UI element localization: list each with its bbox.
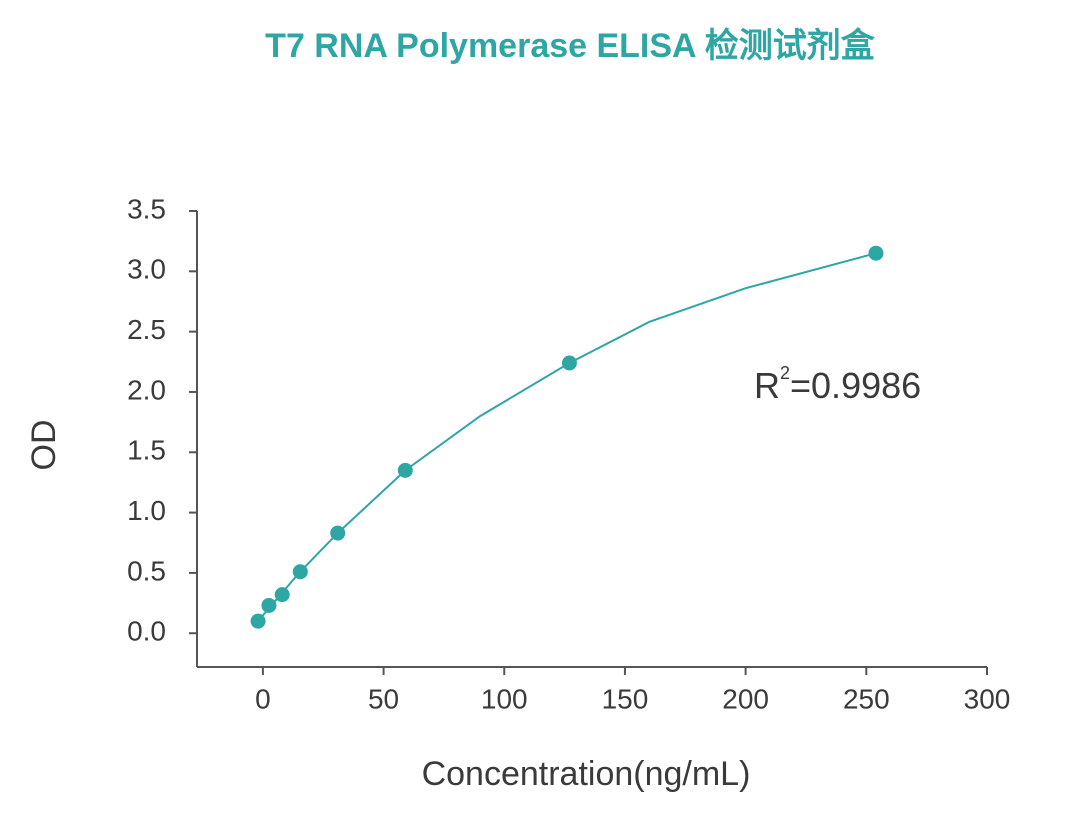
y-tick-label: 0.0	[127, 616, 166, 647]
x-tick-label: 300	[964, 683, 1011, 714]
data-point	[292, 564, 308, 580]
y-tick-label: 1.5	[127, 435, 166, 466]
x-tick-label: 150	[602, 683, 649, 714]
r-squared-base: R	[754, 365, 780, 406]
data-point	[261, 597, 277, 613]
r-squared-sup: 2	[780, 363, 790, 383]
data-point	[868, 245, 884, 261]
chart-title: T7 RNA Polymerase ELISA 检测试剂盒	[265, 26, 876, 65]
y-tick-label: 0.5	[127, 555, 166, 586]
x-tick-label: 200	[722, 683, 769, 714]
y-tick-label: 2.0	[127, 374, 166, 405]
data-point	[274, 587, 290, 603]
r-squared-rest: =0.9986	[790, 365, 921, 406]
fit-curve	[257, 252, 877, 622]
data-point	[330, 525, 346, 541]
x-tick-label: 250	[843, 683, 890, 714]
x-tick-label: 100	[481, 683, 528, 714]
y-tick-label: 3.5	[127, 193, 166, 224]
x-tick-label: 0	[255, 683, 271, 714]
y-axis-label: OD	[25, 420, 63, 471]
x-tick-label: 50	[368, 683, 399, 714]
data-point	[397, 462, 413, 478]
data-point	[250, 613, 266, 629]
y-tick-label: 2.5	[127, 314, 166, 345]
y-tick-label: 3.0	[127, 254, 166, 285]
data-point	[561, 355, 577, 371]
y-tick-label: 1.0	[127, 495, 166, 526]
x-axis-label: Concentration(ng/mL)	[422, 755, 751, 793]
r-squared: R2=0.9986	[754, 363, 921, 406]
